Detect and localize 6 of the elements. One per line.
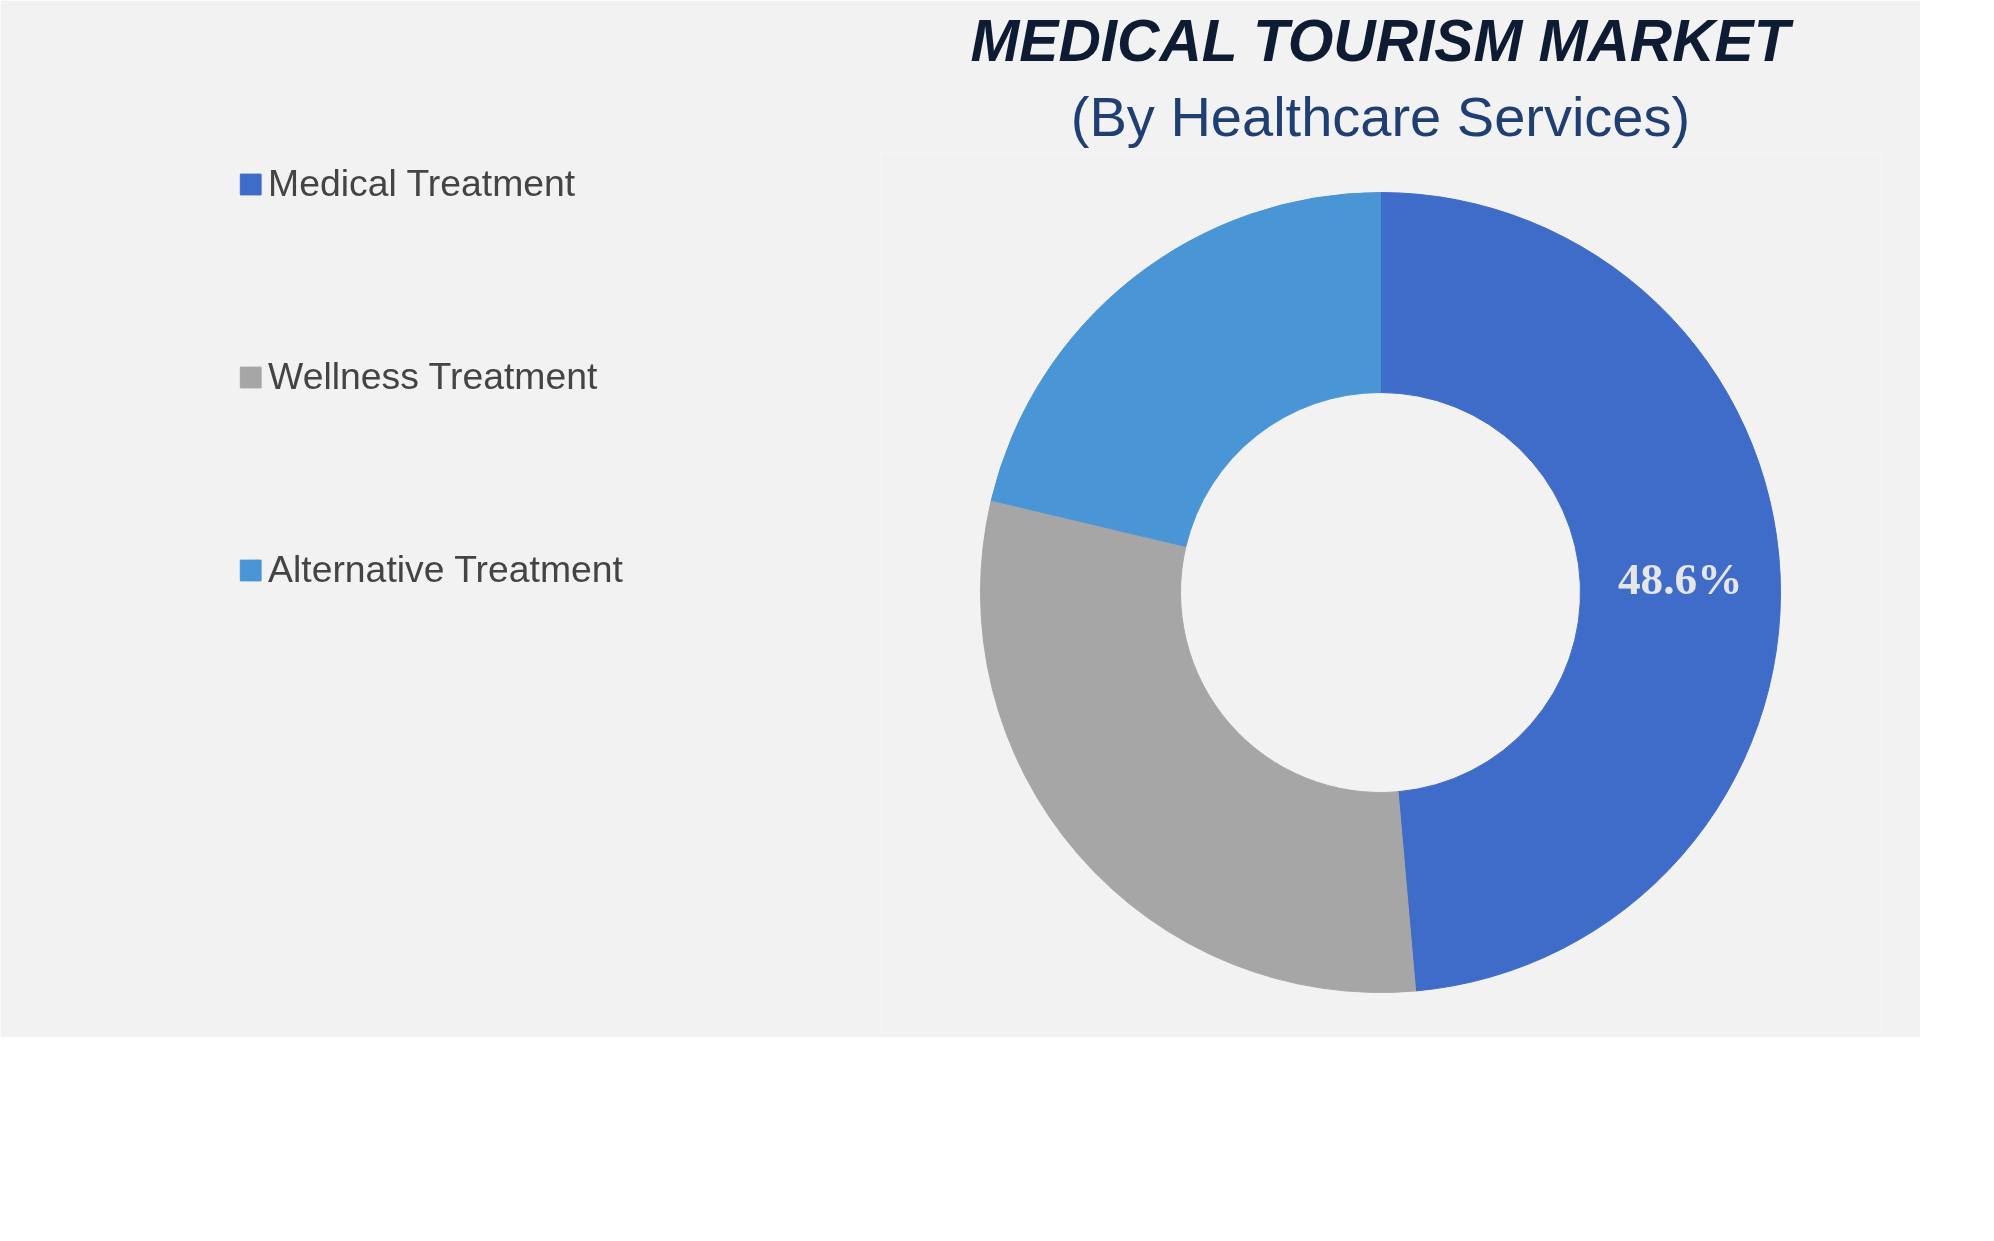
- legend-label: Alternative Treatment: [268, 548, 623, 591]
- legend-label: Wellness Treatment: [268, 355, 598, 398]
- chart-subtitle: (By Healthcare Services): [1070, 84, 1691, 148]
- chart-title: MEDICAL TOURISM MARKET: [970, 7, 1794, 73]
- legend-label: Medical Treatment: [268, 162, 576, 205]
- data-label: 48.6%: [1617, 554, 1743, 605]
